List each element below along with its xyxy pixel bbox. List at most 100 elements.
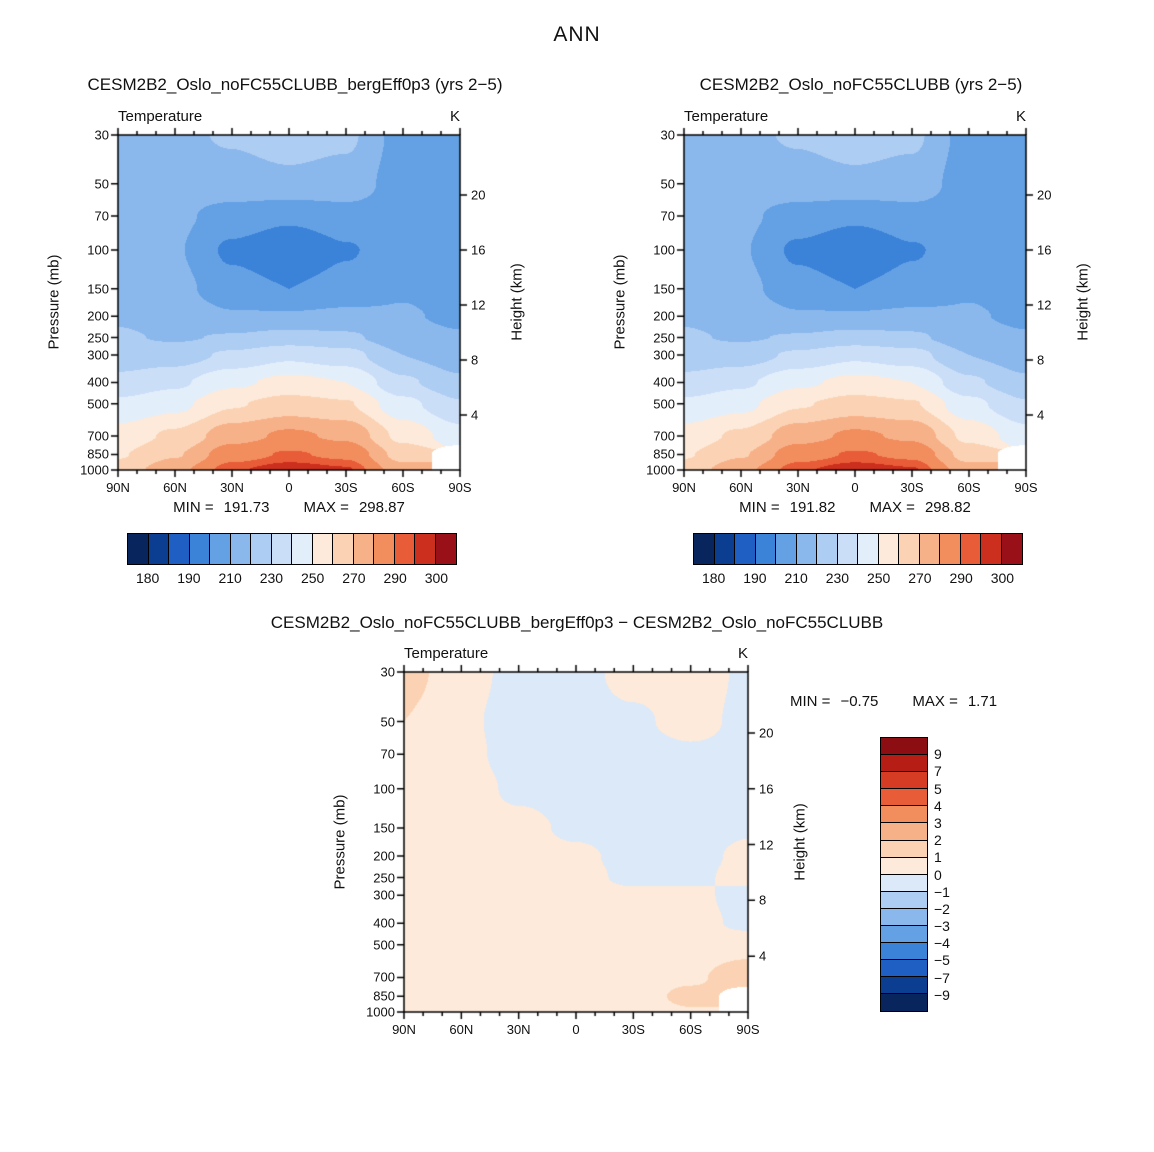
colorbar-tick-label: 5 xyxy=(934,780,942,797)
colorbar-swatch xyxy=(980,533,1003,565)
height-tick-label: 12 xyxy=(1037,297,1052,313)
colorbar-swatch xyxy=(734,533,757,565)
pressure-tick-label: 200 xyxy=(653,308,675,324)
pressure-tick-label: 250 xyxy=(373,870,395,886)
latitude-tick-label: 90S xyxy=(736,1022,760,1037)
latitude-tick-label: 60N xyxy=(729,480,753,495)
height-axis-label: Height (km) xyxy=(1074,263,1092,341)
height-tick-label: 4 xyxy=(471,407,479,423)
pressure-tick-label: 400 xyxy=(373,915,395,931)
colorbar-swatch xyxy=(311,533,334,565)
min-value: 191.82 xyxy=(789,499,836,516)
colorbar-tick-label: 0 xyxy=(934,866,942,883)
height-tick-label: 20 xyxy=(1037,187,1052,203)
colorbar-tick-label: 290 xyxy=(383,570,407,586)
pressure-tick-label: 150 xyxy=(87,281,109,297)
latitude-tick-label: 90S xyxy=(1014,480,1038,495)
colorbar-tick-label: 210 xyxy=(784,570,808,586)
colorbar-swatch xyxy=(816,533,839,565)
pressure-tick-label: 70 xyxy=(660,208,675,224)
colorbar-swatch xyxy=(1000,533,1023,565)
colorbar-tick-label: 190 xyxy=(177,570,201,586)
minmax-row: MIN = 191.82 MAX = 298.82 xyxy=(664,500,1046,515)
colorbar-tick-label: 7 xyxy=(934,763,942,780)
colorbar-tick-label: 250 xyxy=(300,570,325,586)
plot-variable-title: Temperature xyxy=(404,645,489,662)
colorbar-tick-label: −5 xyxy=(934,952,950,969)
height-tick-label: 20 xyxy=(759,725,774,741)
pressure-tick-label: 400 xyxy=(87,374,109,390)
colorbar-tick-label: 190 xyxy=(743,570,767,586)
plot-unit-label: K xyxy=(1015,108,1026,125)
colorbar-tick-label: 230 xyxy=(825,570,850,586)
colorbar-tick-label: 300 xyxy=(990,570,1015,586)
colorbar-swatch xyxy=(775,533,798,565)
pressure-tick-label: 30 xyxy=(94,127,109,143)
pressure-tick-label: 50 xyxy=(380,714,395,730)
colorbar-swatch xyxy=(270,533,293,565)
height-tick-label: 8 xyxy=(759,892,767,908)
pressure-axis-label: Pressure (mb) xyxy=(611,254,629,350)
colorbar-tick-label: 180 xyxy=(701,570,726,586)
colorbar-swatch xyxy=(880,976,928,995)
colorbar-swatch xyxy=(880,925,928,944)
pressure-tick-label: 1000 xyxy=(80,462,109,478)
latitude-tick-label: 30N xyxy=(506,1022,531,1037)
pressure-tick-label: 700 xyxy=(373,969,395,985)
latitude-tick-label: 0 xyxy=(572,1022,580,1037)
colorbar xyxy=(880,737,928,1012)
latitude-tick-label: 0 xyxy=(285,480,293,495)
colorbar-tick-label: 210 xyxy=(218,570,242,586)
min-label: MIN = xyxy=(790,693,831,710)
colorbar-swatch xyxy=(918,533,941,565)
colorbar-swatch xyxy=(332,533,355,565)
colorbar-swatch xyxy=(880,771,928,790)
height-tick-label: 16 xyxy=(1037,242,1052,258)
max-label: MAX = xyxy=(912,693,958,710)
pressure-tick-label: 850 xyxy=(87,446,109,462)
pressure-tick-label: 30 xyxy=(380,664,395,680)
pressure-tick-label: 300 xyxy=(653,347,675,363)
colorbar-swatch xyxy=(836,533,859,565)
max-value: 1.71 xyxy=(967,693,998,710)
contour-plot-canvas xyxy=(108,125,470,480)
max-value: 298.87 xyxy=(358,499,405,516)
colorbar-swatch xyxy=(877,533,900,565)
colorbar-swatch xyxy=(880,890,928,910)
colorbar-swatch xyxy=(795,533,818,565)
colorbar-swatch xyxy=(880,907,928,927)
height-axis-label: Height (km) xyxy=(791,803,809,881)
colorbar-swatch xyxy=(414,533,437,565)
pressure-tick-label: 100 xyxy=(87,242,109,258)
colorbar-swatch xyxy=(754,533,777,565)
height-tick-label: 12 xyxy=(759,837,774,853)
colorbar-swatch xyxy=(168,533,191,565)
contour-plot-canvas xyxy=(394,662,758,1022)
pressure-tick-label: 200 xyxy=(373,848,395,864)
height-tick-label: 16 xyxy=(471,242,486,258)
height-tick-label: 8 xyxy=(471,352,479,368)
colorbar-tick-label: 250 xyxy=(866,570,891,586)
minmax-row: MIN = −0.75 MAX = 1.71 xyxy=(790,694,1090,709)
latitude-tick-label: 30N xyxy=(220,480,244,495)
colorbar-swatch xyxy=(250,533,273,565)
latitude-tick-label: 30S xyxy=(900,480,924,495)
pressure-tick-label: 850 xyxy=(373,988,395,1004)
latitude-tick-label: 90N xyxy=(106,480,130,495)
colorbar-tick-label: −9 xyxy=(934,986,950,1003)
max-label: MAX = xyxy=(303,499,349,516)
latitude-tick-label: 90S xyxy=(448,480,472,495)
height-tick-label: 4 xyxy=(759,948,767,964)
colorbar-swatch xyxy=(713,533,736,565)
colorbar-swatch xyxy=(209,533,232,565)
latitude-tick-label: 30N xyxy=(786,480,810,495)
pressure-tick-label: 1000 xyxy=(646,462,675,478)
pressure-tick-label: 1000 xyxy=(366,1004,395,1020)
plot-unit-label: K xyxy=(737,645,748,662)
pressure-tick-label: 150 xyxy=(373,820,395,836)
colorbar-tick-label: 270 xyxy=(908,570,932,586)
height-tick-label: 4 xyxy=(1037,407,1045,423)
colorbar-tick-label: 4 xyxy=(934,797,942,814)
minmax-row: MIN = 191.73 MAX = 298.87 xyxy=(98,500,480,515)
colorbar-swatch xyxy=(880,873,928,893)
